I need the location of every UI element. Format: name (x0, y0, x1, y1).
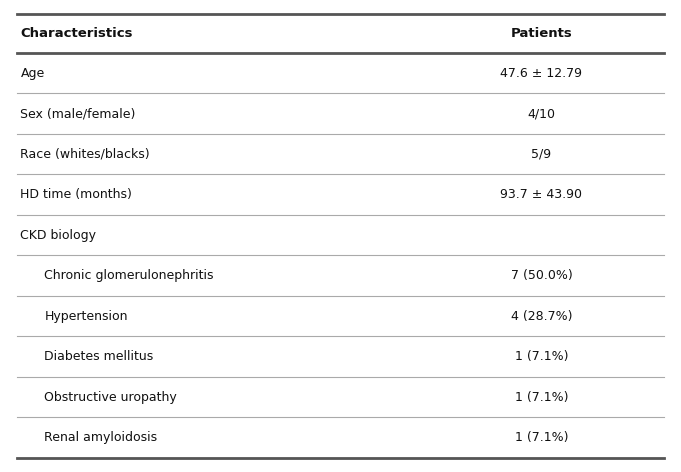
Text: Race (whites/blacks): Race (whites/blacks) (20, 148, 150, 160)
Text: Diabetes mellitus: Diabetes mellitus (44, 350, 153, 363)
Text: 1 (7.1%): 1 (7.1%) (515, 391, 568, 404)
Text: 1 (7.1%): 1 (7.1%) (515, 350, 568, 363)
Text: 4/10: 4/10 (527, 107, 556, 120)
Text: Age: Age (20, 67, 45, 80)
Text: Obstructive uropathy: Obstructive uropathy (44, 391, 177, 404)
Text: Characteristics: Characteristics (20, 27, 133, 40)
Text: 5/9: 5/9 (531, 148, 552, 160)
Text: Sex (male/female): Sex (male/female) (20, 107, 136, 120)
Text: Patients: Patients (511, 27, 572, 40)
Text: 7 (50.0%): 7 (50.0%) (511, 269, 572, 282)
Text: HD time (months): HD time (months) (20, 188, 132, 201)
Text: 1 (7.1%): 1 (7.1%) (515, 431, 568, 444)
Text: CKD biology: CKD biology (20, 228, 97, 242)
Text: 47.6 ± 12.79: 47.6 ± 12.79 (501, 67, 582, 80)
Text: Chronic glomerulonephritis: Chronic glomerulonephritis (44, 269, 214, 282)
Text: Hypertension: Hypertension (44, 310, 128, 322)
Text: Renal amyloidosis: Renal amyloidosis (44, 431, 157, 444)
Text: 4 (28.7%): 4 (28.7%) (511, 310, 572, 322)
Text: 93.7 ± 43.90: 93.7 ± 43.90 (501, 188, 582, 201)
